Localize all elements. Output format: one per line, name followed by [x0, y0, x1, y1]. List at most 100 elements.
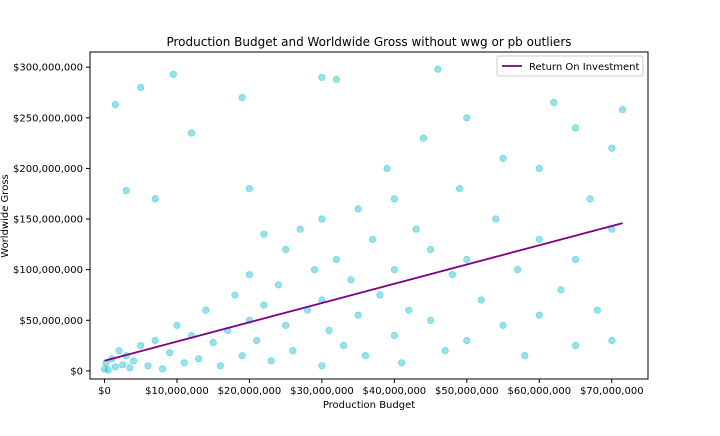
data-point	[129, 357, 138, 365]
data-point	[499, 321, 507, 329]
y-tick-label: $150,000,000	[13, 215, 83, 226]
data-point	[111, 363, 119, 371]
data-point	[325, 326, 333, 335]
data-point	[376, 291, 384, 299]
data-point	[340, 342, 348, 350]
data-point	[419, 134, 428, 142]
data-point	[499, 154, 507, 162]
data-point	[557, 286, 565, 294]
data-point	[390, 195, 399, 203]
data-point	[238, 93, 246, 102]
trend-line-layer	[104, 222, 623, 362]
data-point	[274, 281, 283, 289]
data-point	[463, 336, 471, 345]
data-point	[456, 185, 464, 193]
data-point	[427, 245, 435, 253]
data-point	[137, 83, 145, 91]
data-point	[115, 347, 123, 355]
legend-label: Return On Investment	[529, 62, 639, 73]
data-point	[216, 362, 224, 370]
data-point	[383, 164, 391, 172]
data-point	[434, 65, 442, 73]
data-point	[260, 230, 268, 238]
data-point	[296, 225, 304, 233]
data-point	[202, 306, 210, 314]
data-point	[361, 352, 370, 360]
data-point	[253, 336, 261, 345]
data-point	[144, 362, 152, 370]
data-point	[463, 255, 471, 264]
data-point	[427, 316, 435, 324]
data-point	[111, 100, 119, 109]
data-point	[618, 106, 627, 114]
data-point	[151, 336, 159, 345]
data-point	[122, 187, 130, 195]
data-point	[535, 235, 543, 243]
data-point	[412, 225, 420, 233]
data-point	[571, 124, 580, 132]
data-point	[311, 266, 319, 274]
y-tick-label: $300,000,000	[13, 63, 83, 74]
data-point	[166, 349, 174, 357]
data-point	[118, 361, 127, 369]
data-point	[369, 235, 377, 243]
data-point	[282, 245, 290, 253]
data-point	[126, 364, 134, 372]
x-tick-label: $70,000,000	[580, 386, 644, 397]
y-tick-label: $200,000,000	[13, 164, 83, 175]
data-point	[318, 73, 326, 81]
x-axis: $0 $10,000,000 $20,000,000 $30,000,000 $40,0…	[98, 379, 644, 397]
data-point	[492, 215, 500, 223]
data-point	[282, 321, 290, 329]
data-point	[535, 311, 543, 319]
data-point	[318, 362, 326, 370]
data-point	[332, 255, 341, 264]
data-point	[608, 144, 616, 152]
data-point	[289, 347, 297, 355]
data-point	[137, 342, 145, 350]
data-point	[245, 185, 253, 193]
data-point	[180, 359, 188, 367]
x-tick-label: $60,000,000	[507, 386, 571, 397]
x-tick-label: $40,000,000	[363, 386, 427, 397]
data-point	[173, 321, 181, 329]
y-axis-label: Worldwide Gross	[0, 174, 11, 257]
roi-trend-line	[104, 222, 623, 362]
data-point	[550, 98, 558, 107]
x-tick-label: $50,000,000	[435, 386, 499, 397]
data-point	[398, 359, 406, 367]
data-point	[593, 306, 601, 314]
data-point	[390, 266, 399, 274]
data-points	[100, 65, 627, 374]
data-point	[347, 276, 355, 284]
y-tick-label: $50,000,000	[19, 316, 83, 327]
data-point	[354, 311, 362, 319]
legend: Return On Investment	[496, 55, 644, 77]
y-axis: $0 $50,000,000 $100,000,000 $150,000,000 $20…	[13, 63, 90, 377]
y-tick-label: $250,000,000	[13, 113, 83, 124]
data-point	[238, 352, 246, 360]
data-point	[354, 205, 362, 213]
chart-title: Production Budget and Worldwide Gross wi…	[166, 35, 571, 49]
data-point	[158, 365, 167, 373]
data-point	[448, 271, 456, 279]
data-point	[535, 164, 543, 172]
x-tick-label: $0	[98, 386, 111, 397]
data-point	[521, 352, 529, 360]
data-point	[463, 114, 471, 122]
x-tick-label: $20,000,000	[218, 386, 282, 397]
y-tick-label: $100,000,000	[13, 265, 83, 276]
data-point	[571, 255, 580, 264]
data-point	[151, 195, 159, 203]
data-point	[477, 296, 485, 304]
data-point	[318, 215, 326, 223]
x-tick-label: $30,000,000	[290, 386, 354, 397]
data-point	[104, 366, 112, 374]
data-point	[187, 129, 196, 137]
y-tick-label: $0	[70, 366, 83, 377]
data-point	[405, 306, 413, 314]
data-point	[332, 75, 341, 83]
data-point	[390, 331, 399, 340]
